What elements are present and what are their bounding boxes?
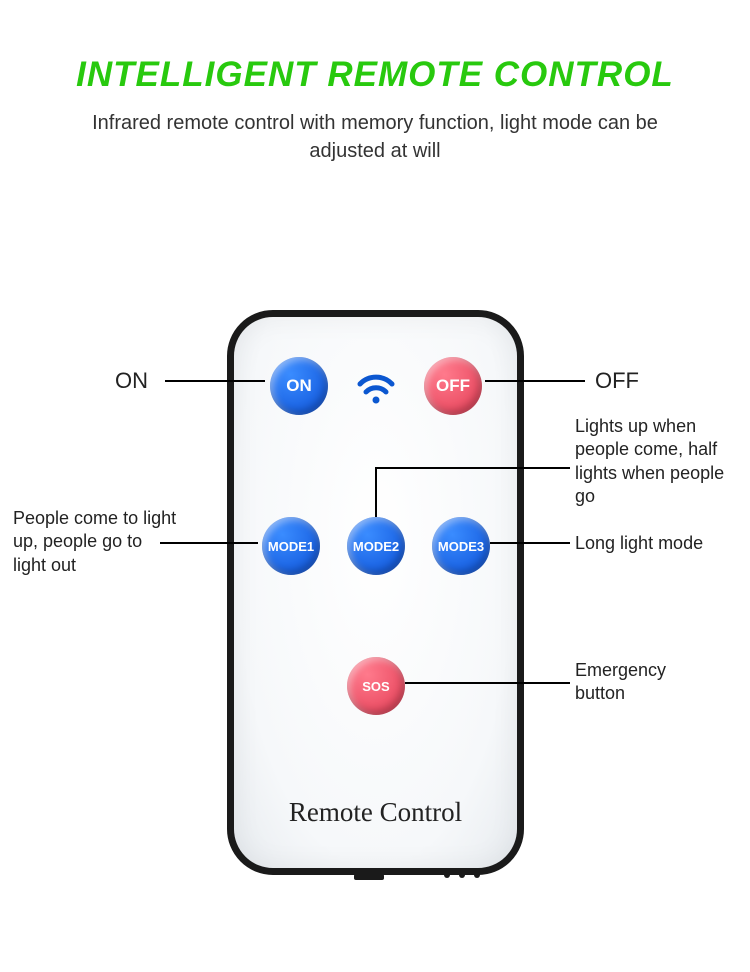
leader-sos — [405, 682, 570, 684]
connector-dot — [459, 872, 465, 878]
callout-off: OFF — [595, 367, 639, 396]
leader-mode2-h — [375, 467, 570, 469]
mode2-button-label: MODE2 — [353, 539, 399, 554]
remote-body: ON OFF MODE1 MODE2 MODE3 SOS Remote Cont… — [227, 310, 524, 875]
on-button-label: ON — [286, 376, 312, 396]
title-text: INTELLIGENT REMOTE CONTROL — [76, 55, 674, 94]
connector-dot — [444, 872, 450, 878]
connector-stub — [354, 874, 384, 880]
on-button[interactable]: ON — [270, 357, 328, 415]
wifi-icon — [356, 369, 396, 409]
mode3-button[interactable]: MODE3 — [432, 517, 490, 575]
callout-mode3: Long light mode — [575, 532, 745, 555]
off-button-label: OFF — [436, 376, 470, 396]
callout-on: ON — [115, 367, 148, 396]
leader-off — [485, 380, 585, 382]
leader-mode3 — [490, 542, 570, 544]
callout-mode1: People come to light up, people go to li… — [13, 507, 178, 577]
callout-mode2: Lights up when people come, half lights … — [575, 415, 740, 509]
mode2-button[interactable]: MODE2 — [347, 517, 405, 575]
off-button[interactable]: OFF — [424, 357, 482, 415]
page-subtitle: Infrared remote control with memory func… — [0, 109, 750, 165]
page-title: INTELLIGENT REMOTE CONTROL — [0, 55, 750, 95]
leader-mode2-v — [375, 467, 377, 517]
mode3-button-label: MODE3 — [438, 539, 484, 554]
sos-button[interactable]: SOS — [347, 657, 405, 715]
leader-on — [165, 380, 265, 382]
mode1-button-label: MODE1 — [268, 539, 314, 554]
sos-button-label: SOS — [362, 679, 389, 694]
mode1-button[interactable]: MODE1 — [262, 517, 320, 575]
callout-sos: Emergency button — [575, 659, 715, 706]
remote-footer-label: Remote Control — [234, 797, 517, 828]
connector-dot — [474, 872, 480, 878]
